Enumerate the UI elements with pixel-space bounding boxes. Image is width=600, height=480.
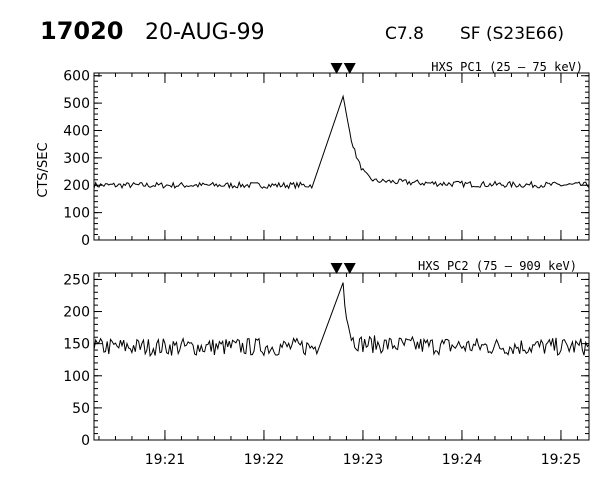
y-tick-label: 250 — [63, 272, 90, 288]
y-tick-label: 600 — [63, 69, 90, 85]
axes-frame — [93, 72, 590, 241]
count-rate-series — [93, 94, 590, 190]
panel-hxs-pc2: HXS PC2 (75 – 909 keV) 0 50 100 150 200 250 19… — [63, 259, 590, 468]
x-tick-label: 19:24 — [442, 452, 482, 468]
time-marker-triangle — [330, 263, 343, 274]
panel-title-pc1: HXS PC1 (25 – 75 keV) — [431, 60, 583, 74]
flare-label: SF (S23E66) — [460, 24, 564, 44]
x-tick-label: 19:22 — [244, 452, 284, 468]
y-tick-label: 150 — [63, 337, 90, 353]
y-tick-label: 0 — [81, 433, 90, 449]
time-marker-triangle — [343, 263, 356, 274]
event-number: 17020 — [40, 17, 124, 45]
y-tick-label: 50 — [72, 401, 90, 417]
time-marker-triangle — [330, 63, 343, 74]
x-tick-label: 19:21 — [145, 452, 185, 468]
goes-class: C7.8 — [385, 24, 424, 44]
event-date: 20-AUG-99 — [145, 20, 265, 45]
y-tick-label: 400 — [63, 123, 90, 139]
y-tick-label: 100 — [63, 206, 90, 222]
y-tick-label: 0 — [81, 233, 90, 249]
count-rate-series — [93, 282, 590, 358]
x-tick-label: 19:25 — [541, 452, 581, 468]
panel-hxs-pc1: HXS PC1 (25 – 75 keV) 0 100 200 300 400 500 60… — [63, 60, 590, 249]
y-tick-label: 100 — [63, 369, 90, 385]
y-tick-label: 500 — [63, 96, 90, 112]
y-tick-label: 300 — [63, 151, 90, 167]
time-marker-triangle — [343, 63, 356, 74]
x-tick-label: 19:23 — [343, 452, 383, 468]
panel-title-pc2: HXS PC2 (75 – 909 keV) — [418, 259, 577, 273]
y-axis-label: CTS/SEC — [36, 142, 51, 197]
y-tick-label: 200 — [63, 305, 90, 321]
y-tick-label: 200 — [63, 178, 90, 194]
